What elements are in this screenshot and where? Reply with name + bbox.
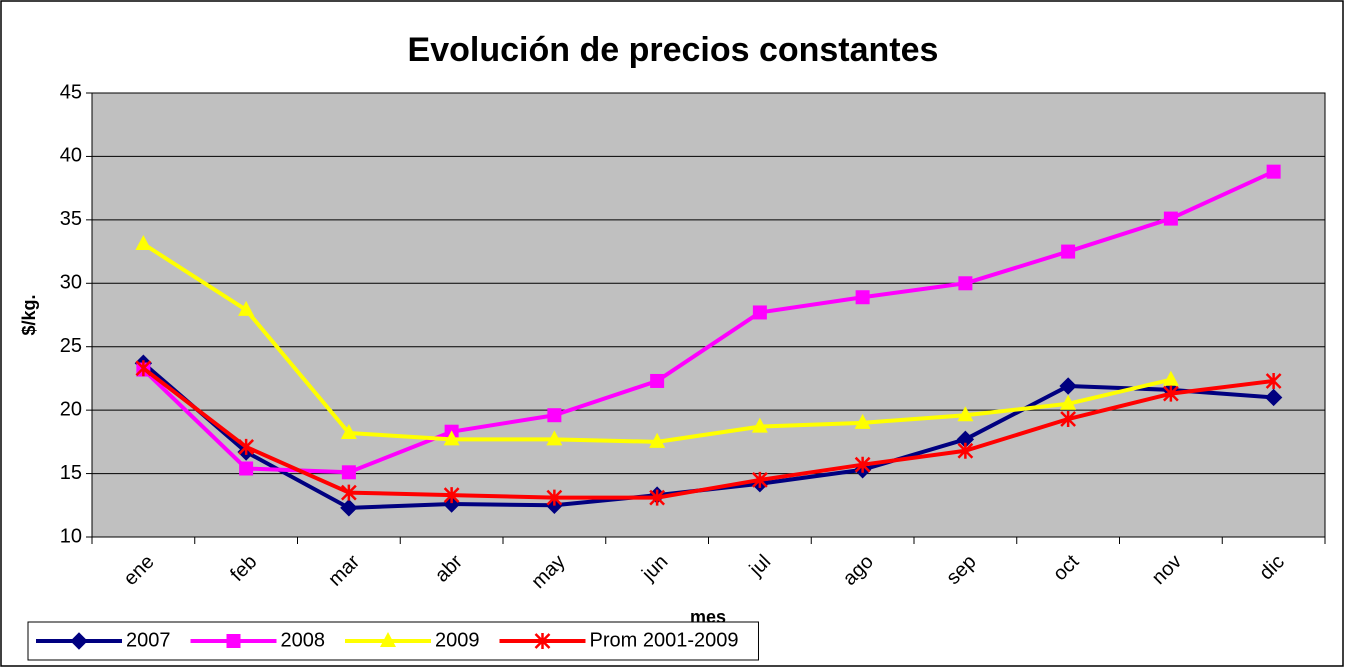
marker [649, 489, 666, 506]
marker [650, 373, 665, 388]
marker [1061, 244, 1076, 259]
legend-label: 2008 [281, 629, 326, 651]
marker [239, 461, 254, 476]
marker [340, 423, 357, 439]
marker [546, 489, 563, 506]
legend-label: 2007 [126, 629, 171, 651]
y-tick-label: 35 [60, 208, 82, 230]
marker [1266, 164, 1281, 179]
legend: 2007 2008 2009 Prom 2001-2009 [27, 621, 759, 661]
y-tick-label: 20 [60, 398, 82, 420]
marker [957, 442, 974, 459]
marker [1163, 211, 1178, 226]
marker [238, 438, 255, 455]
y-tick-label: 45 [60, 81, 82, 103]
marker [649, 432, 666, 448]
marker [854, 456, 871, 473]
y-tick-label: 30 [60, 272, 82, 294]
y-tick-label: 10 [60, 525, 82, 547]
marker [855, 290, 870, 305]
marker [70, 632, 88, 650]
y-tick-label: 25 [60, 335, 82, 357]
marker [751, 417, 768, 433]
marker [135, 234, 152, 250]
y-tick-label: 15 [60, 462, 82, 484]
marker [1264, 388, 1283, 407]
marker [854, 413, 871, 429]
marker [340, 499, 358, 517]
marker [226, 634, 241, 648]
series-line [141, 169, 1275, 475]
plot-area [92, 93, 1325, 537]
marker [1059, 377, 1077, 395]
marker [546, 430, 563, 446]
marker [957, 406, 974, 422]
marker [534, 633, 551, 649]
marker [443, 430, 460, 446]
marker [1060, 411, 1077, 428]
marker [238, 300, 255, 316]
series-line [142, 366, 1274, 500]
y-tick-label: 40 [60, 145, 82, 167]
marker [1162, 385, 1179, 402]
marker [135, 360, 152, 377]
marker [1265, 372, 1282, 389]
marker [341, 465, 356, 480]
marker [443, 487, 460, 504]
marker [547, 408, 562, 423]
legend-label: 2009 [435, 629, 480, 651]
marker [380, 632, 396, 647]
marker [751, 471, 768, 488]
legend-label: Prom 2001-2009 [590, 629, 739, 651]
marker [958, 276, 973, 291]
marker [1060, 394, 1077, 410]
y-axis-label: $/kg. [19, 294, 39, 335]
marker [752, 305, 767, 320]
marker [1162, 370, 1179, 386]
marker [340, 484, 357, 501]
chart-title: Evolución de precios constantes [408, 31, 939, 69]
